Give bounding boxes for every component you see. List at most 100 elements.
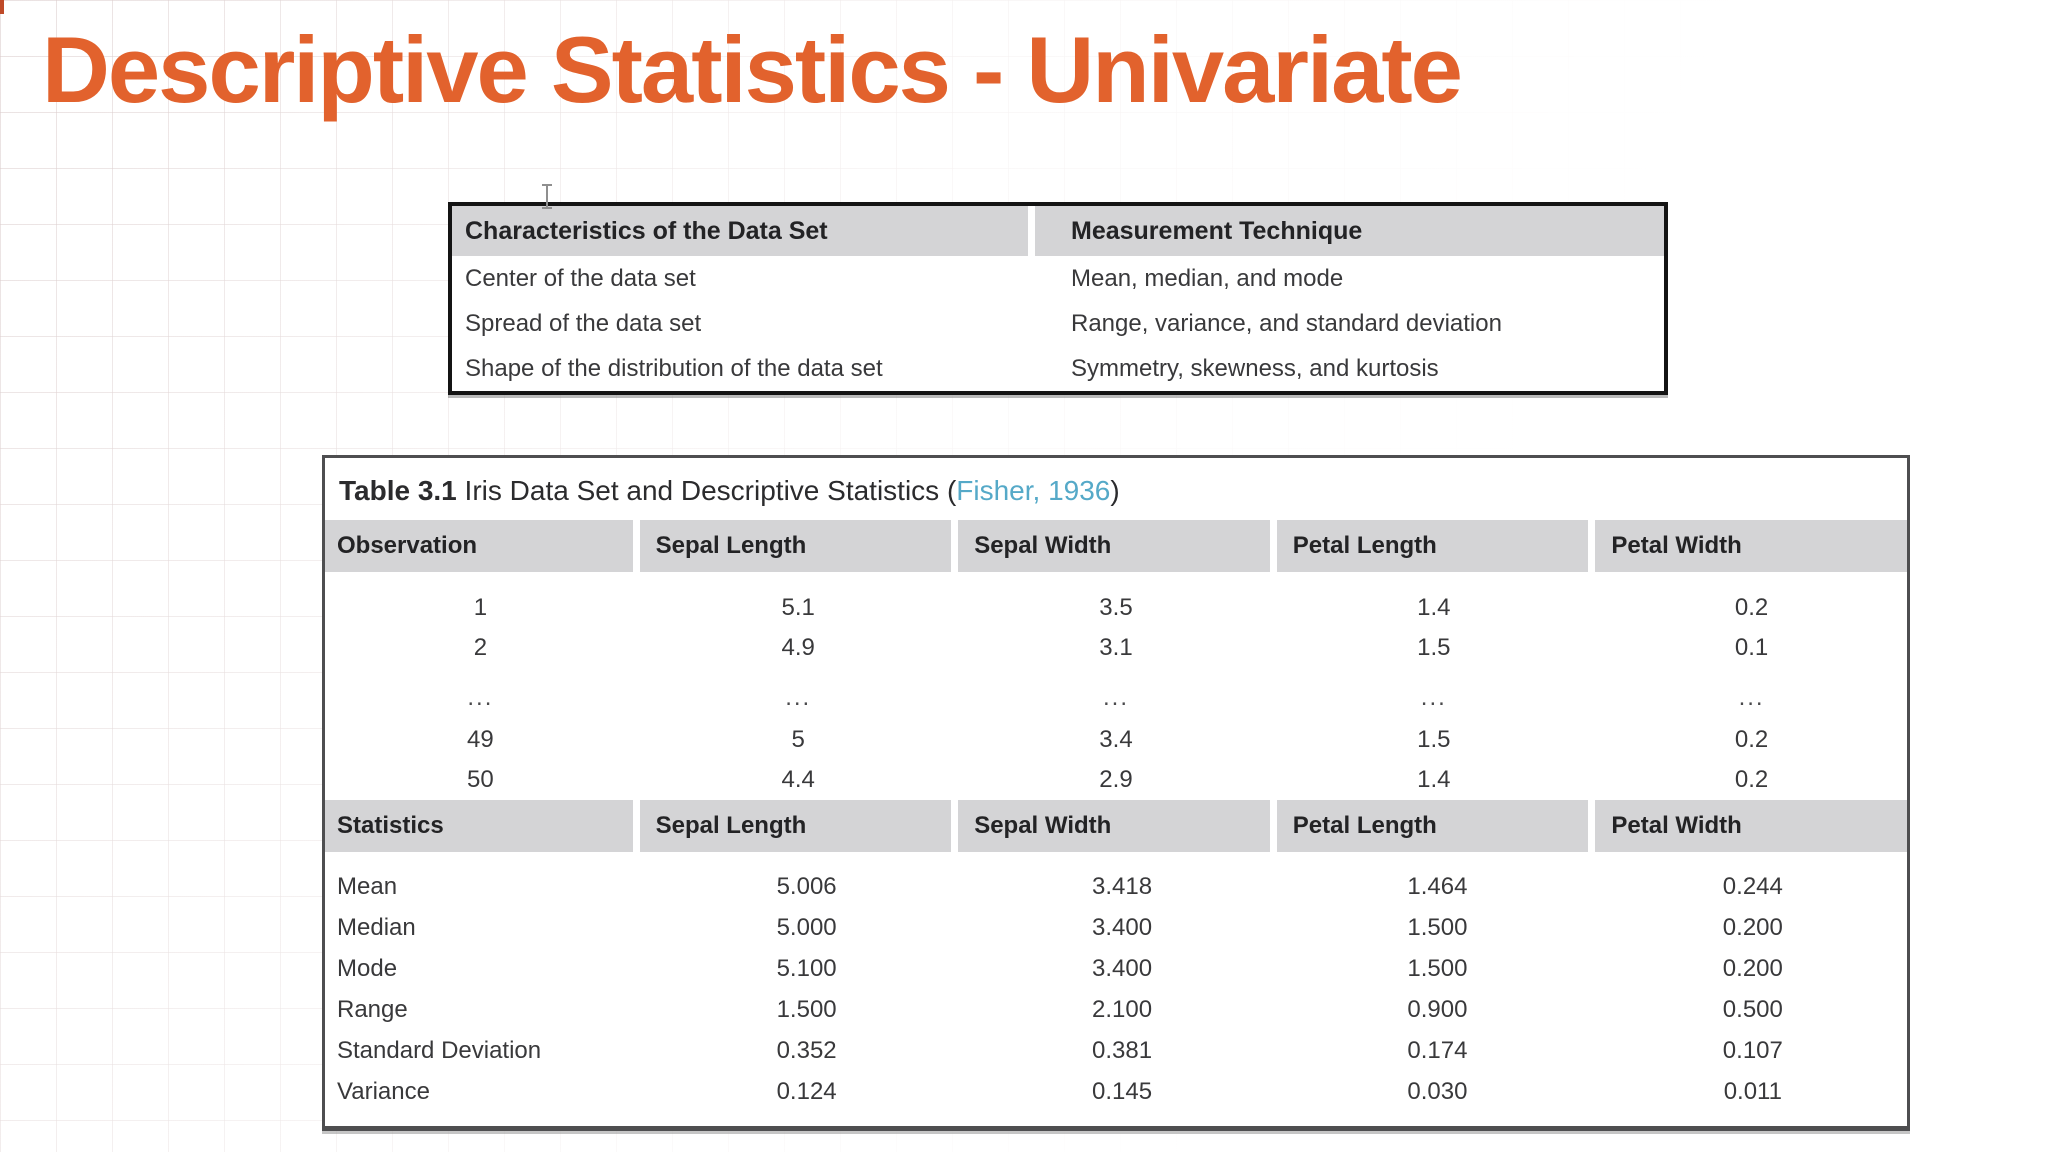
cell: 0.030 <box>1407 1077 1468 1105</box>
table-row: Center of the data set Mean, median, and… <box>452 256 1664 301</box>
technique-cell: Mean, median, and mode <box>1071 264 1344 292</box>
cell: ... <box>467 684 494 711</box>
column-header: Statistics <box>325 800 633 852</box>
cell: 0.900 <box>1407 995 1468 1023</box>
observations-section: 1 5.1 3.5 1.4 0.2 2 4.9 3.1 1.5 0.1 ... … <box>325 588 1907 800</box>
cell: ... <box>1102 684 1129 711</box>
characteristic-cell: Spread of the data set <box>465 309 702 337</box>
cell: 0.381 <box>1091 1036 1153 1064</box>
cell: 0.500 <box>1722 995 1783 1023</box>
column-header: Petal Width <box>1595 800 1907 852</box>
cell: 5.100 <box>776 954 837 982</box>
cell: 0.352 <box>776 1036 837 1064</box>
technique-cell: Symmetry, skewness, and kurtosis <box>1071 354 1439 382</box>
table-row: Variance 0.124 0.145 0.030 0.011 <box>325 1071 1907 1112</box>
table-row: Shape of the distribution of the data se… <box>452 346 1664 391</box>
cell: 1.500 <box>776 995 837 1023</box>
characteristics-header-row: Characteristics of the Data Set Measurem… <box>452 206 1664 256</box>
cell: 3.400 <box>1091 913 1153 941</box>
table-row: 50 4.4 2.9 1.4 0.2 <box>325 760 1907 800</box>
table-caption-text: Iris Data Set and Descriptive Statistics… <box>456 475 957 506</box>
stat-label: Range <box>337 995 408 1023</box>
cell: 0.011 <box>1723 1077 1782 1105</box>
cell: 0.2 <box>1734 766 1769 793</box>
characteristic-cell: Center of the data set <box>465 264 696 292</box>
stat-label: Median <box>337 913 416 941</box>
table-caption-close: ) <box>1110 475 1120 506</box>
table-row: 2 4.9 3.1 1.5 0.1 <box>325 628 1907 668</box>
statistics-header-row: Statistics Sepal Length Sepal Width Peta… <box>325 800 1907 852</box>
column-header: Petal Length <box>1276 800 1589 852</box>
cell: 1.4 <box>1417 594 1451 621</box>
table-row: Spread of the data set Range, variance, … <box>452 301 1664 346</box>
cell: ... <box>785 684 812 711</box>
cell: 3.1 <box>1099 634 1133 661</box>
citation-link[interactable]: Fisher, 1936 <box>956 475 1111 506</box>
cell: 5.1 <box>781 594 815 621</box>
cell: 0.200 <box>1722 913 1783 941</box>
characteristic-cell: Shape of the distribution of the data se… <box>465 354 883 382</box>
page-title: Descriptive Statistics - Univariate <box>42 17 1463 122</box>
column-header: Sepal Length <box>639 800 952 852</box>
cell: 5.006 <box>776 872 837 900</box>
technique-cell: Range, variance, and standard deviation <box>1071 309 1502 337</box>
column-header: Sepal Width <box>958 520 1270 572</box>
cell: 5 <box>791 726 805 753</box>
cell: 3.418 <box>1091 872 1153 900</box>
stat-label: Standard Deviation <box>337 1036 542 1064</box>
cell: 0.174 <box>1407 1036 1468 1064</box>
column-header: Sepal Length <box>639 520 952 572</box>
table-caption-label: Table 3.1 <box>339 475 457 506</box>
cell: 1.5 <box>1417 634 1451 661</box>
text-cursor-icon <box>540 182 554 210</box>
cell: 0.124 <box>776 1077 837 1105</box>
cell: 3.400 <box>1091 954 1153 982</box>
cell: 2 <box>473 634 488 661</box>
cell: 1 <box>473 594 488 621</box>
cell: 3.5 <box>1099 594 1133 621</box>
table-row: Mode 5.100 3.400 1.500 0.200 <box>325 948 1907 989</box>
observation-header-row: Observation Sepal Length Sepal Width Pet… <box>325 520 1907 572</box>
table-row-ellipsis: ... ... ... ... ... <box>325 676 1907 720</box>
cell: 3.4 <box>1099 726 1133 753</box>
cell: 1.500 <box>1407 954 1468 982</box>
table-row: Mean 5.006 3.418 1.464 0.244 <box>325 866 1907 907</box>
cell: 4.9 <box>781 634 815 661</box>
table-caption: Table 3.1 Iris Data Set and Descriptive … <box>325 458 1907 520</box>
table-row: Range 1.500 2.100 0.900 0.500 <box>325 989 1907 1030</box>
cell: 1.4 <box>1417 766 1451 793</box>
cell: 1.500 <box>1407 913 1468 941</box>
cell: ... <box>1420 684 1447 711</box>
characteristics-table: Characteristics of the Data Set Measurem… <box>448 202 1668 395</box>
cell: 0.107 <box>1722 1036 1783 1064</box>
cell: 4.4 <box>781 766 815 793</box>
characteristics-header-cell: Characteristics of the Data Set <box>452 206 1028 256</box>
cell: 0.200 <box>1722 954 1783 982</box>
column-header: Sepal Width <box>958 800 1270 852</box>
cell: 49 <box>467 726 494 753</box>
cell: 2.9 <box>1099 766 1133 793</box>
table-row: 1 5.1 3.5 1.4 0.2 <box>325 588 1907 628</box>
cell: 0.2 <box>1734 594 1769 621</box>
column-header: Petal Length <box>1276 520 1589 572</box>
stat-label: Variance <box>337 1077 430 1105</box>
iris-data-table: Table 3.1 Iris Data Set and Descriptive … <box>322 455 1910 1131</box>
table-row: 49 5 3.4 1.5 0.2 <box>325 720 1907 760</box>
column-header: Observation <box>325 520 633 572</box>
cell: 0.2 <box>1734 726 1769 753</box>
measurement-header-cell: Measurement Technique <box>1035 206 1664 256</box>
statistics-section: Mean 5.006 3.418 1.464 0.244 Median 5.00… <box>325 866 1907 1112</box>
cell: 2.100 <box>1091 995 1153 1023</box>
cell: 5.000 <box>776 913 837 941</box>
stat-label: Mode <box>337 954 398 982</box>
cell: 1.464 <box>1407 872 1468 900</box>
table-row: Standard Deviation 0.352 0.381 0.174 0.1… <box>325 1030 1907 1071</box>
stat-label: Mean <box>337 872 398 900</box>
cell: 0.1 <box>1734 634 1769 661</box>
cell: ... <box>1738 684 1765 711</box>
cell: 50 <box>467 766 494 793</box>
cell: 1.5 <box>1417 726 1451 753</box>
cell: 0.145 <box>1091 1077 1153 1105</box>
table-row: Median 5.000 3.400 1.500 0.200 <box>325 907 1907 948</box>
